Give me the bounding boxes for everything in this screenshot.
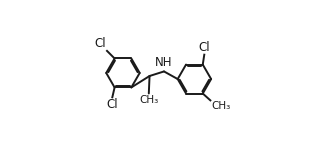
Text: Cl: Cl bbox=[106, 98, 118, 111]
Text: CH₃: CH₃ bbox=[211, 101, 230, 111]
Text: Cl: Cl bbox=[94, 37, 106, 50]
Text: Cl: Cl bbox=[199, 41, 210, 54]
Text: CH₃: CH₃ bbox=[139, 95, 158, 105]
Text: NH: NH bbox=[155, 56, 173, 69]
